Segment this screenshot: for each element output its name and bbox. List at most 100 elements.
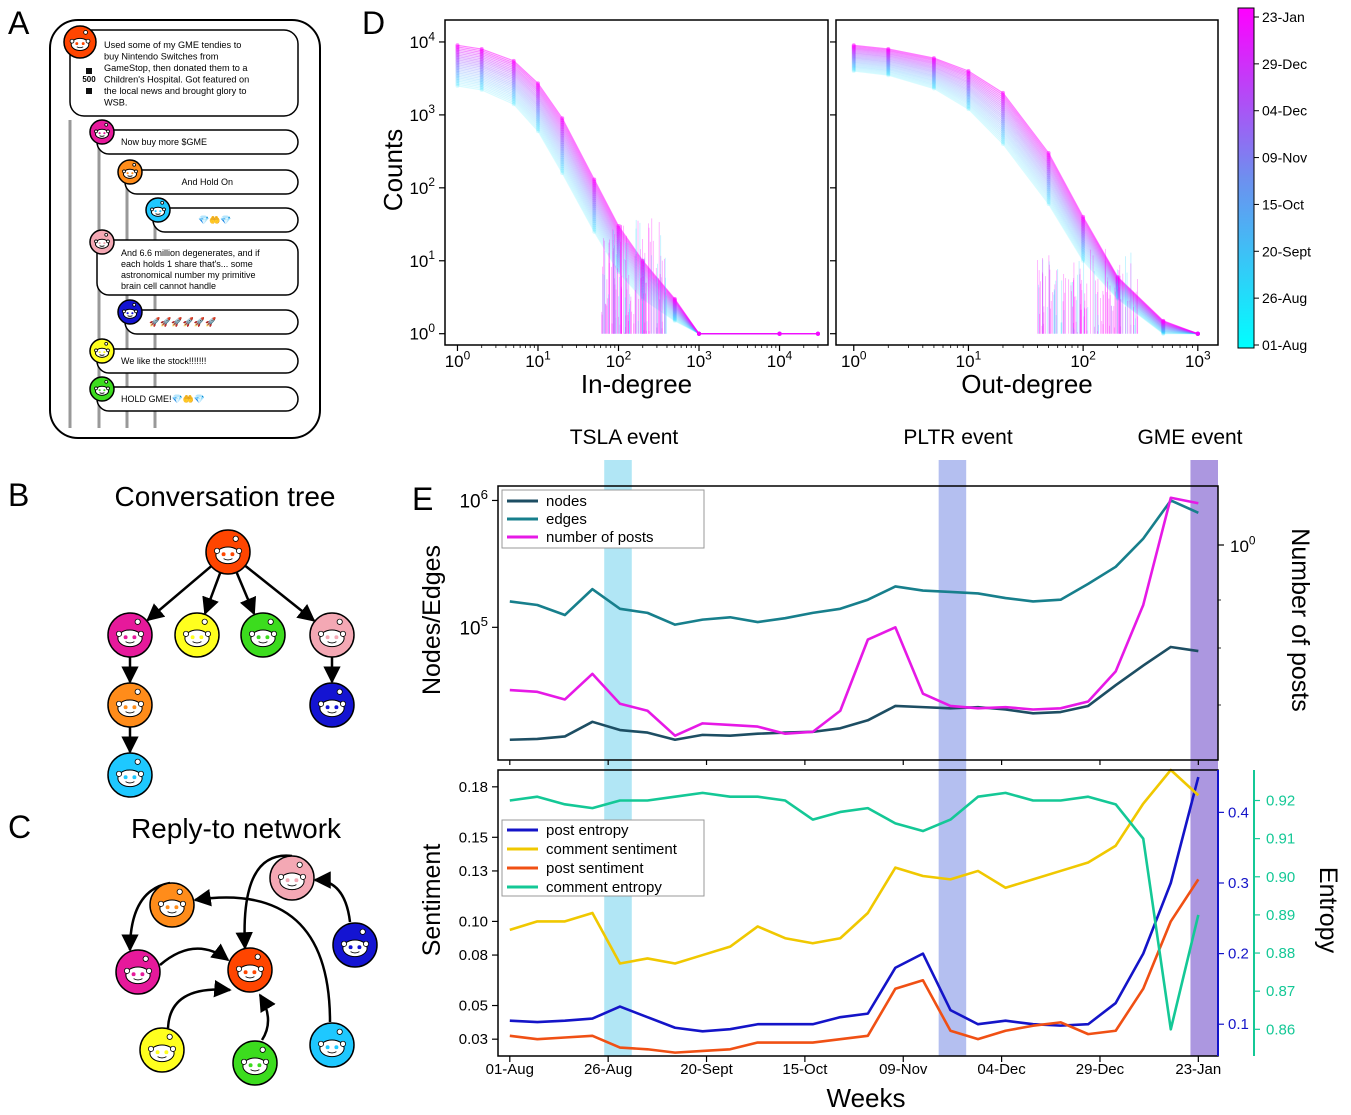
degree-point	[1081, 215, 1085, 219]
y-tick-label: 0.13	[459, 863, 488, 880]
y-tick-label: 0.18	[459, 779, 488, 796]
downvote-icon	[86, 88, 92, 94]
snoo-antenna	[177, 889, 182, 894]
vote-count: 500	[82, 75, 96, 84]
top-post-line: Used some of my GME tendies to	[104, 40, 241, 50]
snoo-ear	[236, 548, 241, 553]
degree-line	[457, 68, 779, 334]
reply-text: each holds 1 share that's... some	[121, 259, 253, 269]
snoo-antenna	[135, 619, 140, 624]
tree-edge	[245, 566, 314, 621]
snoo-eye	[131, 172, 133, 174]
degree-point	[592, 178, 596, 182]
panel-letter-c: C	[8, 809, 31, 845]
snoo-ear	[135, 310, 138, 313]
legend-label: edges	[546, 511, 587, 528]
degree-line	[854, 60, 1198, 334]
y-tick-label: 106	[459, 487, 488, 513]
snoo-eye	[326, 1045, 330, 1049]
snoo-antenna	[337, 689, 342, 694]
snoo-eye	[334, 635, 338, 639]
snoo-ear	[116, 631, 121, 636]
legend-label: post entropy	[546, 822, 629, 839]
snoo-eye	[155, 210, 157, 212]
snoo-eye	[156, 1050, 160, 1054]
snoo-ear	[318, 701, 323, 706]
reply-text: astronomical number my primitive	[121, 270, 256, 280]
top-post-line: WSB.	[104, 98, 127, 108]
y3-tick-label: 0.89	[1266, 907, 1295, 924]
snoo-eye	[326, 635, 330, 639]
snoo-antenna	[105, 380, 108, 383]
tree-node-orange-icon	[108, 683, 152, 727]
op-avatar-icon	[64, 26, 96, 58]
tree-node-blue-icon	[310, 683, 354, 727]
snoo-ear	[107, 240, 110, 243]
degree-line	[457, 62, 779, 334]
degree-point	[852, 43, 856, 47]
event-label: TSLA event	[570, 426, 679, 449]
snoo-ear	[123, 170, 126, 173]
reply-avatar-icon	[118, 300, 142, 324]
snoo-ear	[300, 874, 305, 879]
snoo-eye	[222, 552, 226, 556]
reply-text: brain cell cannot handle	[121, 281, 216, 291]
colorbar-gradient	[1238, 8, 1254, 348]
snoo-ear	[340, 1041, 345, 1046]
tree-node-root-icon	[206, 530, 250, 574]
x-tick-label: 04-Dec	[977, 1061, 1026, 1078]
reply-avatar-icon	[118, 160, 142, 184]
snoo-antenna	[143, 956, 148, 961]
snoo-ear	[124, 968, 129, 973]
snoo-antenna	[337, 619, 342, 624]
degree-point	[778, 332, 782, 336]
y3-tick-label: 0.86	[1266, 1021, 1295, 1038]
snoo-antenna	[133, 303, 136, 306]
network-node-blue-icon	[333, 923, 377, 967]
y-tick-label: 105	[459, 614, 488, 640]
legend-label: comment sentiment	[546, 841, 678, 858]
degree-point	[932, 56, 936, 60]
snoo-antenna	[105, 233, 108, 236]
degree-point	[512, 59, 516, 63]
x-tick-label: 100	[841, 348, 867, 371]
x-tick-label: 104	[767, 348, 793, 371]
degree-line	[854, 50, 1198, 333]
tree-edge	[148, 566, 212, 620]
colorbar-label: 26-Aug	[1262, 290, 1307, 306]
y3-tick-label: 0.92	[1266, 793, 1295, 810]
x-tick-label: 101	[525, 348, 551, 371]
degree-line	[854, 63, 1198, 334]
degree-line	[457, 83, 779, 334]
reply-text: Now buy more $GME	[121, 137, 207, 147]
snoo-eye	[334, 1045, 338, 1049]
tree-edge	[205, 573, 220, 614]
y2-tick-label: 100	[1230, 533, 1256, 556]
tree-node-yellow-icon	[175, 613, 219, 657]
degree-point	[480, 47, 484, 51]
y-tick-label: 0.03	[459, 1031, 488, 1048]
degree-line	[854, 45, 1198, 333]
x-axis-label: Weeks	[827, 1083, 906, 1113]
degree-line	[457, 81, 779, 334]
panel-letter-a: A	[8, 5, 30, 41]
snoo-eye	[127, 312, 129, 314]
legend-label: post sentiment	[546, 860, 644, 877]
y-tick-label: 102	[409, 175, 435, 198]
degree-line	[854, 49, 1198, 333]
reply-avatar-icon	[146, 198, 170, 222]
snoo-eye	[159, 210, 161, 212]
snoo-antenna	[268, 619, 273, 624]
degree-line	[457, 66, 779, 333]
snoo-eye	[99, 351, 101, 353]
network-node-orange-icon	[150, 883, 194, 927]
colorbar-label: 29-Dec	[1262, 56, 1307, 72]
snoo-ear	[183, 631, 188, 636]
thread-panel: Used some of my GME tendies to buy Ninten…	[50, 20, 320, 438]
snoo-eye	[349, 945, 353, 949]
network-node-yellow-icon	[140, 1028, 184, 1072]
tree-edge	[237, 572, 255, 614]
degree-line	[854, 48, 1198, 333]
network-node-cyan-icon	[310, 1023, 354, 1067]
x-tick-label: 102	[606, 348, 632, 371]
